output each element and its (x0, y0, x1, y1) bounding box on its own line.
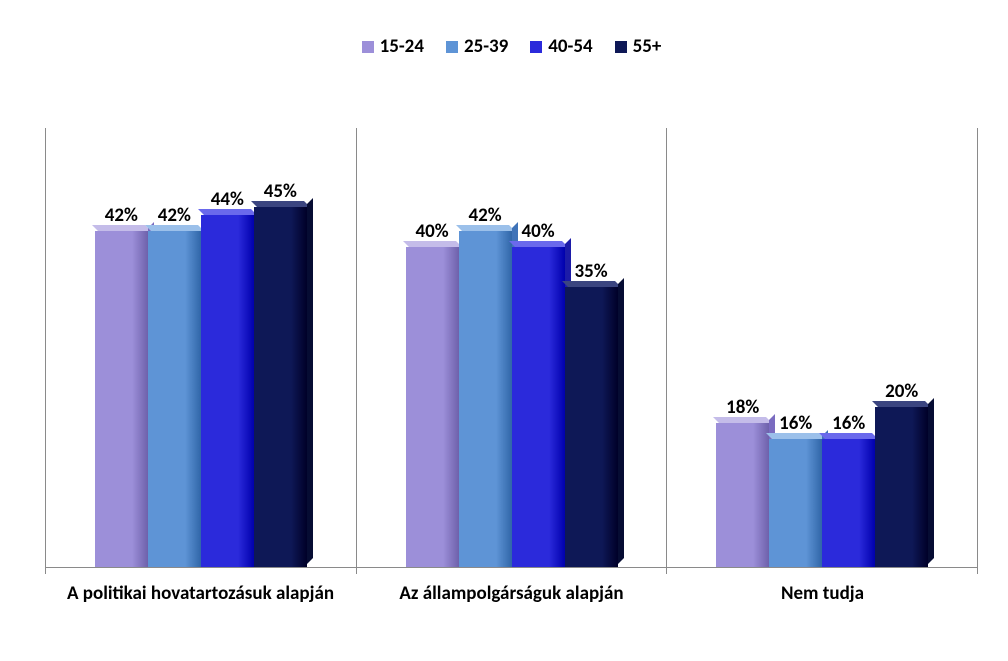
bar-rect (769, 439, 822, 567)
bar-rect (254, 207, 307, 567)
bar-value-label: 42% (158, 204, 191, 227)
bar-front (565, 287, 618, 567)
bar-top (198, 209, 257, 215)
legend-swatch (446, 41, 458, 53)
axis-tick (356, 567, 357, 574)
bar-value-label: 16% (832, 412, 865, 435)
bars: 40% 42% 40% 35% (406, 128, 618, 567)
legend-label: 55+ (633, 35, 662, 58)
bars: 18% 16% 16% 20% (716, 128, 928, 567)
bar-group: 40% 42% 40% 35% (356, 128, 667, 567)
bar-rect (201, 215, 254, 567)
bar-value-label: 40% (521, 220, 554, 243)
bar: 45% (254, 128, 307, 567)
bar-top (766, 433, 825, 439)
bar-rect (95, 231, 148, 567)
bar-top (403, 241, 462, 247)
bar-front (201, 215, 254, 567)
bar-top (562, 281, 621, 287)
bar-rect (822, 439, 875, 567)
bar-groups: 42% 42% 44% 45% 40% 42% 40% 35% 18% 16% 16% 20% (45, 128, 978, 567)
legend-swatch (362, 41, 374, 53)
bar-front (875, 407, 928, 567)
bar-top (456, 225, 515, 231)
plot-area: 42% 42% 44% 45% 40% 42% 40% 35% 18% 16% 16% 20% (45, 128, 978, 568)
x-axis-label: A politikai hovatartozásuk alapján (45, 582, 356, 605)
bar-value-label: 45% (264, 180, 297, 203)
bar-side (928, 398, 934, 564)
legend-swatch (530, 41, 542, 53)
bar: 16% (769, 128, 822, 567)
legend-swatch (615, 41, 627, 53)
bar-top (872, 401, 931, 407)
axis-tick (666, 567, 667, 574)
bar-value-label: 42% (105, 204, 138, 227)
bar: 20% (875, 128, 928, 567)
legend-item: 25-39 (446, 35, 508, 58)
bar-front (822, 439, 875, 567)
bar-front (769, 439, 822, 567)
bar-front (459, 231, 512, 567)
bars: 42% 42% 44% 45% (95, 128, 307, 567)
bar-value-label: 20% (885, 380, 918, 403)
legend-item: 55+ (615, 35, 662, 58)
bar-value-label: 42% (468, 204, 501, 227)
bar: 42% (459, 128, 512, 567)
bar-rect (716, 423, 769, 567)
legend-item: 15-24 (362, 35, 424, 58)
bar: 35% (565, 128, 618, 567)
axis-tick (977, 567, 978, 574)
bar: 44% (201, 128, 254, 567)
bar-side (618, 278, 624, 564)
bar-side (307, 198, 313, 564)
bar-value-label: 35% (574, 260, 607, 283)
x-axis-label: Nem tudja (667, 582, 978, 605)
bar-group: 42% 42% 44% 45% (45, 128, 356, 567)
x-axis-label: Az állampolgárságuk alapján (356, 582, 667, 605)
legend: 15-24 25-39 40-54 55+ (45, 35, 978, 58)
bar: 18% (716, 128, 769, 567)
chart-container: 15-2425-3940-5455+ 42%42%44%45%40%42%40%… (0, 0, 1008, 661)
bar: 16% (822, 128, 875, 567)
bar-value-label: 40% (415, 220, 448, 243)
bar-front (716, 423, 769, 567)
legend-item: 40-54 (530, 35, 592, 58)
bar-top (713, 417, 772, 423)
x-axis-labels: A politikai hovatartozásuk alapjánAz áll… (45, 582, 978, 605)
bar-value-label: 44% (211, 188, 244, 211)
bar-value-label: 16% (779, 412, 812, 435)
bar: 40% (512, 128, 565, 567)
bar-front (512, 247, 565, 567)
bar-value-label: 18% (726, 396, 759, 419)
bar-rect (459, 231, 512, 567)
bar-rect (875, 407, 928, 567)
bar: 42% (95, 128, 148, 567)
bar-top (819, 433, 878, 439)
bar: 40% (406, 128, 459, 567)
axis-tick (45, 567, 46, 574)
bar-rect (512, 247, 565, 567)
bar-top (251, 201, 310, 207)
bar-front (95, 231, 148, 567)
bar: 42% (148, 128, 201, 567)
legend-label: 40-54 (548, 35, 592, 58)
bar-front (148, 231, 201, 567)
bar-front (254, 207, 307, 567)
bar-front (406, 247, 459, 567)
legend-label: 15-24 (380, 35, 424, 58)
legend-label: 25-39 (464, 35, 508, 58)
bar-top (509, 241, 568, 247)
bar-rect (148, 231, 201, 567)
bar-group: 18% 16% 16% 20% (666, 128, 978, 567)
bar-rect (406, 247, 459, 567)
bar-rect (565, 287, 618, 567)
bar-top (145, 225, 204, 231)
bar-top (92, 225, 151, 231)
